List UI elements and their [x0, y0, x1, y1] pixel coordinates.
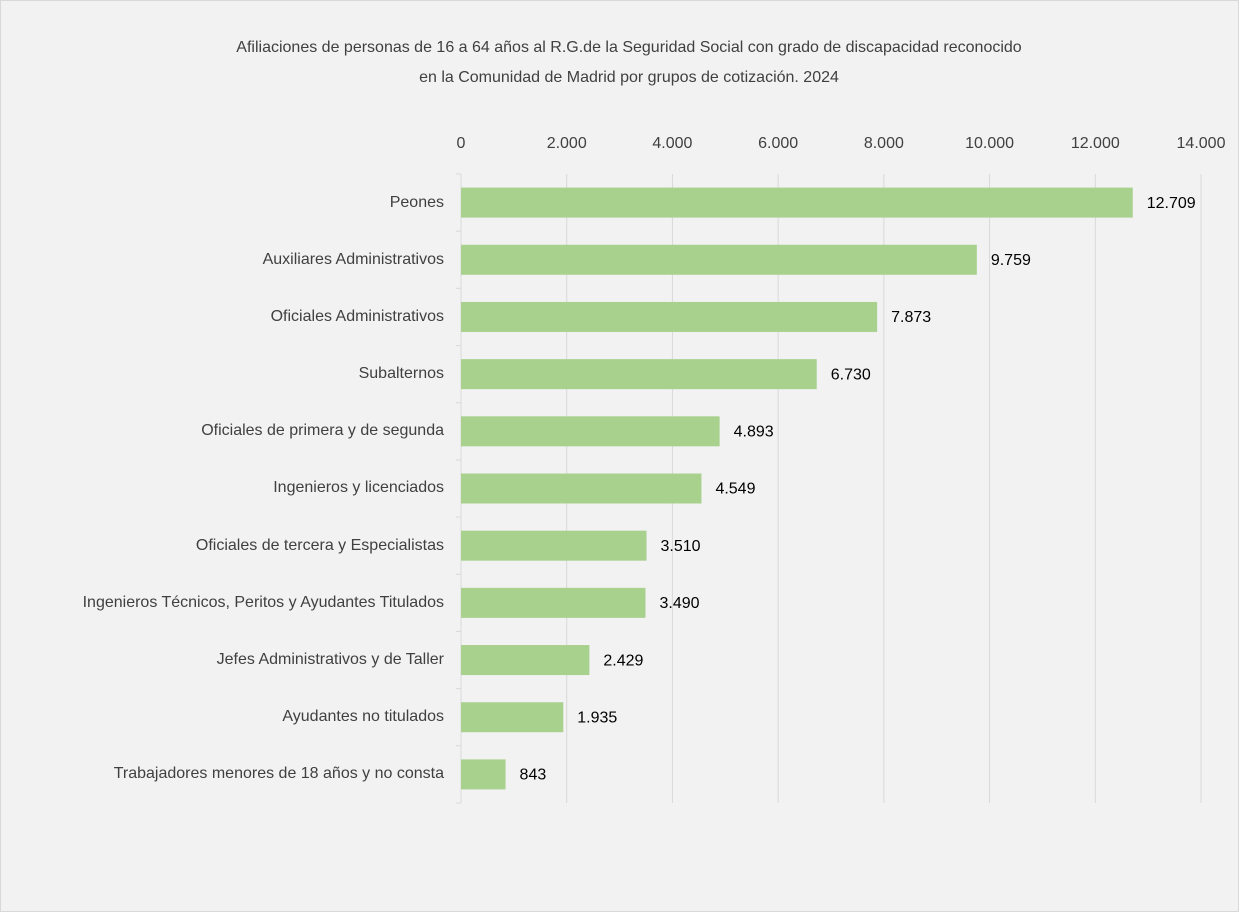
x-tick-label: 4.000 [652, 135, 692, 152]
x-tick-label: 14.000 [1177, 135, 1226, 152]
data-label: 9.759 [991, 252, 1031, 269]
y-tick-label-box: Ingenieros Técnicos, Peritos y Ayudantes… [64, 574, 444, 631]
data-label: 843 [520, 767, 547, 784]
x-tick-label: 12.000 [1071, 135, 1120, 152]
y-tick-label-box: Ayudantes no titulados [64, 689, 444, 746]
x-tick-label: 10.000 [965, 135, 1014, 152]
bar [461, 759, 506, 790]
data-label: 4.549 [715, 481, 755, 498]
data-label: 4.893 [734, 424, 774, 441]
y-tick-label-box: Auxiliares Administrativos [64, 231, 444, 288]
y-tick-label: Oficiales de tercera y Especialistas [195, 536, 444, 554]
x-tick-label: 2.000 [547, 135, 587, 152]
x-tick-label: 6.000 [758, 135, 798, 152]
bar [461, 187, 1133, 218]
data-label: 6.730 [831, 366, 871, 383]
bar [461, 530, 647, 561]
y-tick-label: Ayudantes no titulados [282, 708, 444, 726]
y-tick-label-box: Ingenieros y licenciados [64, 460, 444, 517]
y-tick-label-box: Oficiales Administrativos [64, 288, 444, 345]
chart-title: en la Comunidad de Madrid por grupos de … [419, 69, 839, 86]
bar [461, 359, 817, 390]
bar [461, 587, 646, 618]
y-tick-label-box: Trabajadores menores de 18 años y no con… [64, 746, 444, 803]
bar [461, 645, 590, 676]
bar [461, 416, 720, 447]
x-tick-label: 8.000 [864, 135, 904, 152]
data-label: 1.935 [577, 709, 617, 726]
y-tick-label: Auxiliares Administrativos [262, 250, 444, 268]
data-label: 12.709 [1147, 195, 1196, 212]
bar [461, 244, 977, 275]
bar [461, 702, 564, 733]
data-label: 2.429 [603, 652, 643, 669]
y-tick-label-box: Peones [64, 174, 444, 231]
y-tick-label: Ingenieros y licenciados [273, 479, 444, 497]
bar [461, 301, 878, 332]
y-tick-label: Ingenieros Técnicos, Peritos y Ayudantes… [82, 593, 444, 611]
y-tick-label: Oficiales Administrativos [270, 307, 444, 325]
y-tick-label: Oficiales de primera y de segunda [201, 422, 444, 440]
bar [461, 473, 702, 504]
y-tick-label: Jefes Administrativos y de Taller [216, 650, 444, 668]
y-tick-label-box: Jefes Administrativos y de Taller [64, 631, 444, 688]
y-tick-label: Peones [389, 193, 444, 211]
data-label: 3.510 [661, 538, 701, 555]
x-tick-label: 0 [457, 135, 466, 152]
y-tick-label-box: Oficiales de tercera y Especialistas [64, 517, 444, 574]
data-label: 3.490 [659, 595, 699, 612]
chart-title: Afiliaciones de personas de 16 a 64 años… [236, 39, 1022, 56]
y-tick-label: Subalternos [358, 365, 444, 383]
y-tick-label-box: Subalternos [64, 346, 444, 403]
data-label: 7.873 [891, 309, 931, 326]
y-tick-label-box: Oficiales de primera y de segunda [64, 403, 444, 460]
y-tick-label: Trabajadores menores de 18 años y no con… [113, 765, 444, 783]
